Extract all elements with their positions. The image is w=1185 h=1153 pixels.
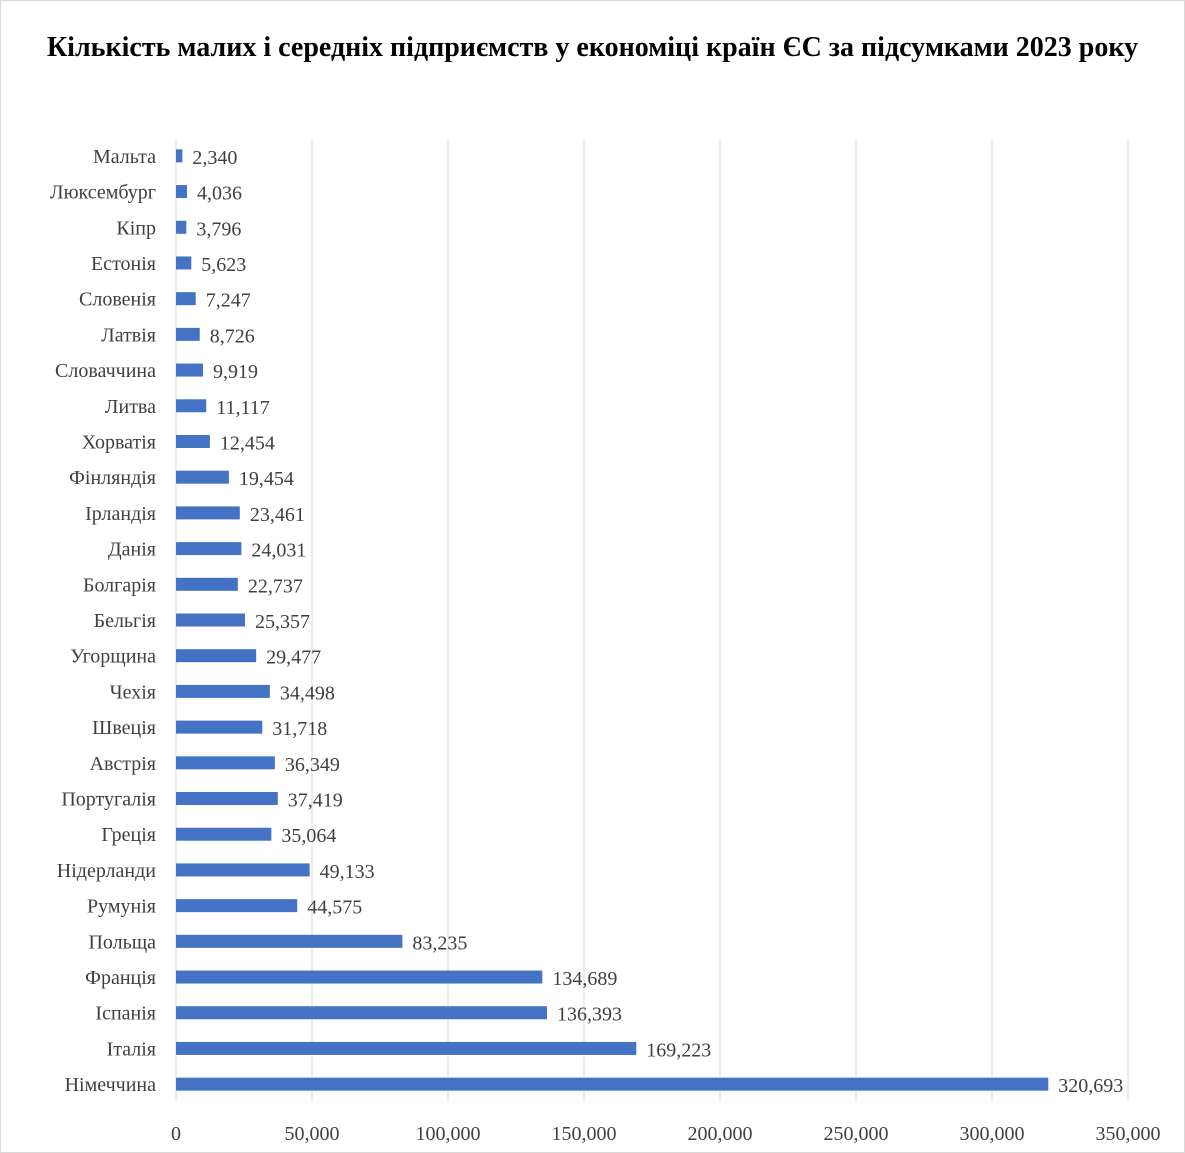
category-label: Чехія <box>110 681 156 703</box>
data-label: 134,689 <box>552 968 617 990</box>
bar <box>176 363 203 377</box>
data-label: 31,718 <box>272 718 327 740</box>
category-label: Данія <box>108 539 156 561</box>
data-label: 22,737 <box>248 575 303 597</box>
bar <box>176 899 298 913</box>
bar <box>176 720 263 734</box>
data-label: 44,575 <box>307 897 362 919</box>
bar <box>176 149 183 163</box>
category-label: Нідерланди <box>57 860 157 882</box>
category-label: Німеччина <box>65 1074 157 1096</box>
x-tick-label: 100,000 <box>416 1123 481 1145</box>
bar <box>176 327 200 341</box>
bar <box>176 470 229 484</box>
x-tick-label: 350,000 <box>1096 1123 1161 1145</box>
bar <box>176 1041 637 1055</box>
bar <box>176 220 187 234</box>
category-label: Мальта <box>93 146 156 168</box>
chart-title: Кількість малих і середніх підприємств у… <box>46 32 1139 63</box>
data-label: 8,726 <box>210 325 255 347</box>
category-label: Італія <box>107 1038 156 1060</box>
bar <box>176 970 543 984</box>
category-label: Литва <box>105 396 156 418</box>
data-label: 19,454 <box>239 468 294 490</box>
bar <box>176 649 257 663</box>
data-label: 4,036 <box>197 183 242 205</box>
category-label: Болгарія <box>83 574 156 596</box>
data-label: 136,393 <box>557 1004 622 1026</box>
data-label: 11,117 <box>216 397 270 419</box>
bar <box>176 863 310 877</box>
data-label: 9,919 <box>213 361 258 383</box>
data-label: 35,064 <box>281 825 336 847</box>
bar <box>176 1077 1049 1091</box>
category-label: Кіпр <box>116 217 156 239</box>
category-label: Хорватія <box>82 431 156 453</box>
bar <box>176 185 187 199</box>
category-label: Румунія <box>87 896 156 918</box>
x-tick-label: 50,000 <box>285 1123 340 1145</box>
bar <box>176 542 242 556</box>
data-label: 23,461 <box>250 504 305 526</box>
bar <box>176 827 272 841</box>
x-tick-label: 300,000 <box>960 1123 1025 1145</box>
bar <box>176 792 278 806</box>
data-label: 36,349 <box>285 754 340 776</box>
data-label: 34,498 <box>280 682 335 704</box>
category-label: Португалія <box>61 789 156 811</box>
bar <box>176 292 196 306</box>
data-label: 83,235 <box>412 932 467 954</box>
data-label: 25,357 <box>255 611 310 633</box>
category-label: Греція <box>101 824 156 846</box>
bar <box>176 1006 547 1020</box>
category-label: Естонія <box>91 253 156 275</box>
bar <box>176 577 238 591</box>
bar <box>176 684 270 698</box>
data-label: 169,223 <box>646 1039 711 1061</box>
category-label: Латвія <box>101 324 156 346</box>
data-label: 3,796 <box>196 218 241 240</box>
x-tick-label: 0 <box>171 1123 181 1145</box>
bar <box>176 434 210 448</box>
category-label: Словенія <box>79 289 156 311</box>
category-label: Бельгія <box>94 610 156 632</box>
bar <box>176 256 192 270</box>
data-label: 2,340 <box>192 147 237 169</box>
category-label: Австрія <box>90 753 156 775</box>
data-label: 29,477 <box>266 647 321 669</box>
bar <box>176 756 275 770</box>
category-label: Франція <box>85 967 156 989</box>
data-label: 24,031 <box>251 540 306 562</box>
data-label: 12,454 <box>220 432 275 454</box>
data-label: 37,419 <box>288 790 343 812</box>
category-label: Угорщина <box>70 646 156 668</box>
data-label: 7,247 <box>206 290 251 312</box>
data-label: 5,623 <box>201 254 246 276</box>
bar <box>176 934 403 948</box>
bar <box>176 613 245 627</box>
bar <box>176 506 240 520</box>
category-label: Люксембург <box>50 182 156 204</box>
category-label: Фінляндія <box>69 467 156 489</box>
x-tick-label: 150,000 <box>552 1123 617 1145</box>
category-label: Іспанія <box>95 1003 156 1025</box>
category-label: Швеція <box>92 717 156 739</box>
category-label: Ірландія <box>85 503 156 525</box>
category-label: Словаччина <box>55 360 156 382</box>
x-tick-label: 250,000 <box>824 1123 889 1145</box>
data-label: 320,693 <box>1058 1075 1123 1097</box>
bar <box>176 399 207 413</box>
data-label: 49,133 <box>320 861 375 883</box>
category-label: Польща <box>88 931 156 953</box>
x-tick-label: 200,000 <box>688 1123 753 1145</box>
